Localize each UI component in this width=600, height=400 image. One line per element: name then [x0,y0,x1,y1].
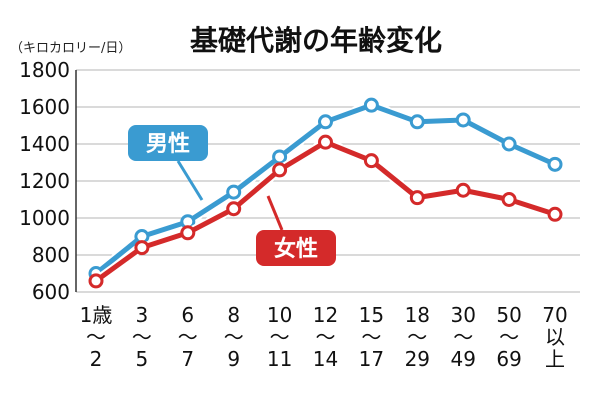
x-tick-line: 〜 [361,325,381,349]
data-point [272,162,288,178]
x-tick-line: 69 [496,347,521,371]
y-tick-label: 1400 [19,132,70,156]
x-tick-line: 6 [181,303,194,327]
x-tick-line: 〜 [270,325,290,349]
x-tick-label: 30 〜 49 [450,303,475,371]
x-tick-line: 15 [359,303,384,327]
x-tick-line: 〜 [453,325,473,349]
data-point [134,240,150,256]
x-tick-line: 12 [313,303,338,327]
series-female-label: 女性 [274,236,318,262]
y-tick-label: 1800 [19,58,70,82]
x-tick-label: 3 〜 5 [132,303,152,371]
chart-title: 基礎代謝の年齢変化 [190,24,442,57]
series-male-badge [128,125,208,161]
x-tick-line: 14 [313,347,338,371]
x-tick-line: 8 [227,303,240,327]
x-tick-line: 〜 [86,325,106,349]
x-tick-label: 12 〜 14 [313,303,338,371]
x-tick-line: 30 [450,303,475,327]
data-point [226,184,242,200]
x-tick-line: 〜 [499,325,519,349]
data-point [501,136,517,152]
y-tick-label: 1600 [19,95,70,119]
series-male-label: 男性 [146,132,190,157]
data-point [226,201,242,217]
x-tick-line: 〜 [407,325,427,349]
x-tick-label: 6 〜 7 [178,303,198,371]
series-layer [88,97,563,289]
data-point [88,273,104,289]
data-point [547,206,563,222]
y-axis: 600 800 1000 1200 1400 1600 1800 [19,58,77,304]
data-point [501,192,517,207]
x-tick-label: 18 〜 29 [405,303,430,371]
x-tick-line: 〜 [178,325,198,349]
data-point [363,97,379,113]
x-tick-line: 5 [136,347,149,371]
x-tick-line: 〜 [316,325,336,349]
x-tick-label: 10 〜 11 [267,303,292,371]
x-tick-line: 2 [90,347,103,371]
x-tick-label: 1歳〜 2 [80,303,113,371]
data-point [318,134,333,150]
unit-label: （キロカロリー/日） [10,41,131,56]
y-tick-label: 1200 [19,169,70,193]
series-female-badge [256,230,336,266]
x-tick-line: 〜 [224,325,244,349]
data-point [363,153,379,169]
data-point [547,156,563,172]
x-tick-line: 10 [267,303,292,327]
y-tick-label: 600 [32,280,70,304]
data-point [318,114,333,130]
y-tick-label: 1000 [19,206,70,230]
x-tick-line: 49 [450,347,475,371]
data-point [272,149,288,165]
data-point [455,182,471,198]
x-tick-line: 〜 [132,325,152,349]
x-tick-line: 7 [181,347,194,371]
x-tick-line: 17 [359,347,384,371]
x-tick-label: 15 〜 17 [359,303,384,371]
x-tick-line: 70 [542,303,567,327]
x-tick-label: 70 以上 [542,303,567,371]
x-tick-line: 上 [545,347,565,371]
x-tick-line: 以 [545,325,565,349]
series-male-pointer [176,160,204,201]
x-tick-line: 9 [227,347,240,371]
data-point [180,225,196,241]
data-point [409,190,425,206]
x-tick-line: 11 [267,347,292,371]
data-point [455,112,471,128]
x-tick-line: 3 [136,303,149,327]
x-tick-line: 29 [405,347,430,371]
x-tick-label: 8 〜 9 [224,303,244,371]
x-tick-line: 50 [496,303,521,327]
data-point [409,114,425,130]
x-tick-line: 18 [405,303,430,327]
x-tick-label: 50 〜 69 [496,303,521,371]
y-tick-label: 800 [32,243,70,267]
x-tick-line: 1歳 [80,303,113,327]
series-female-pointer [266,195,284,231]
